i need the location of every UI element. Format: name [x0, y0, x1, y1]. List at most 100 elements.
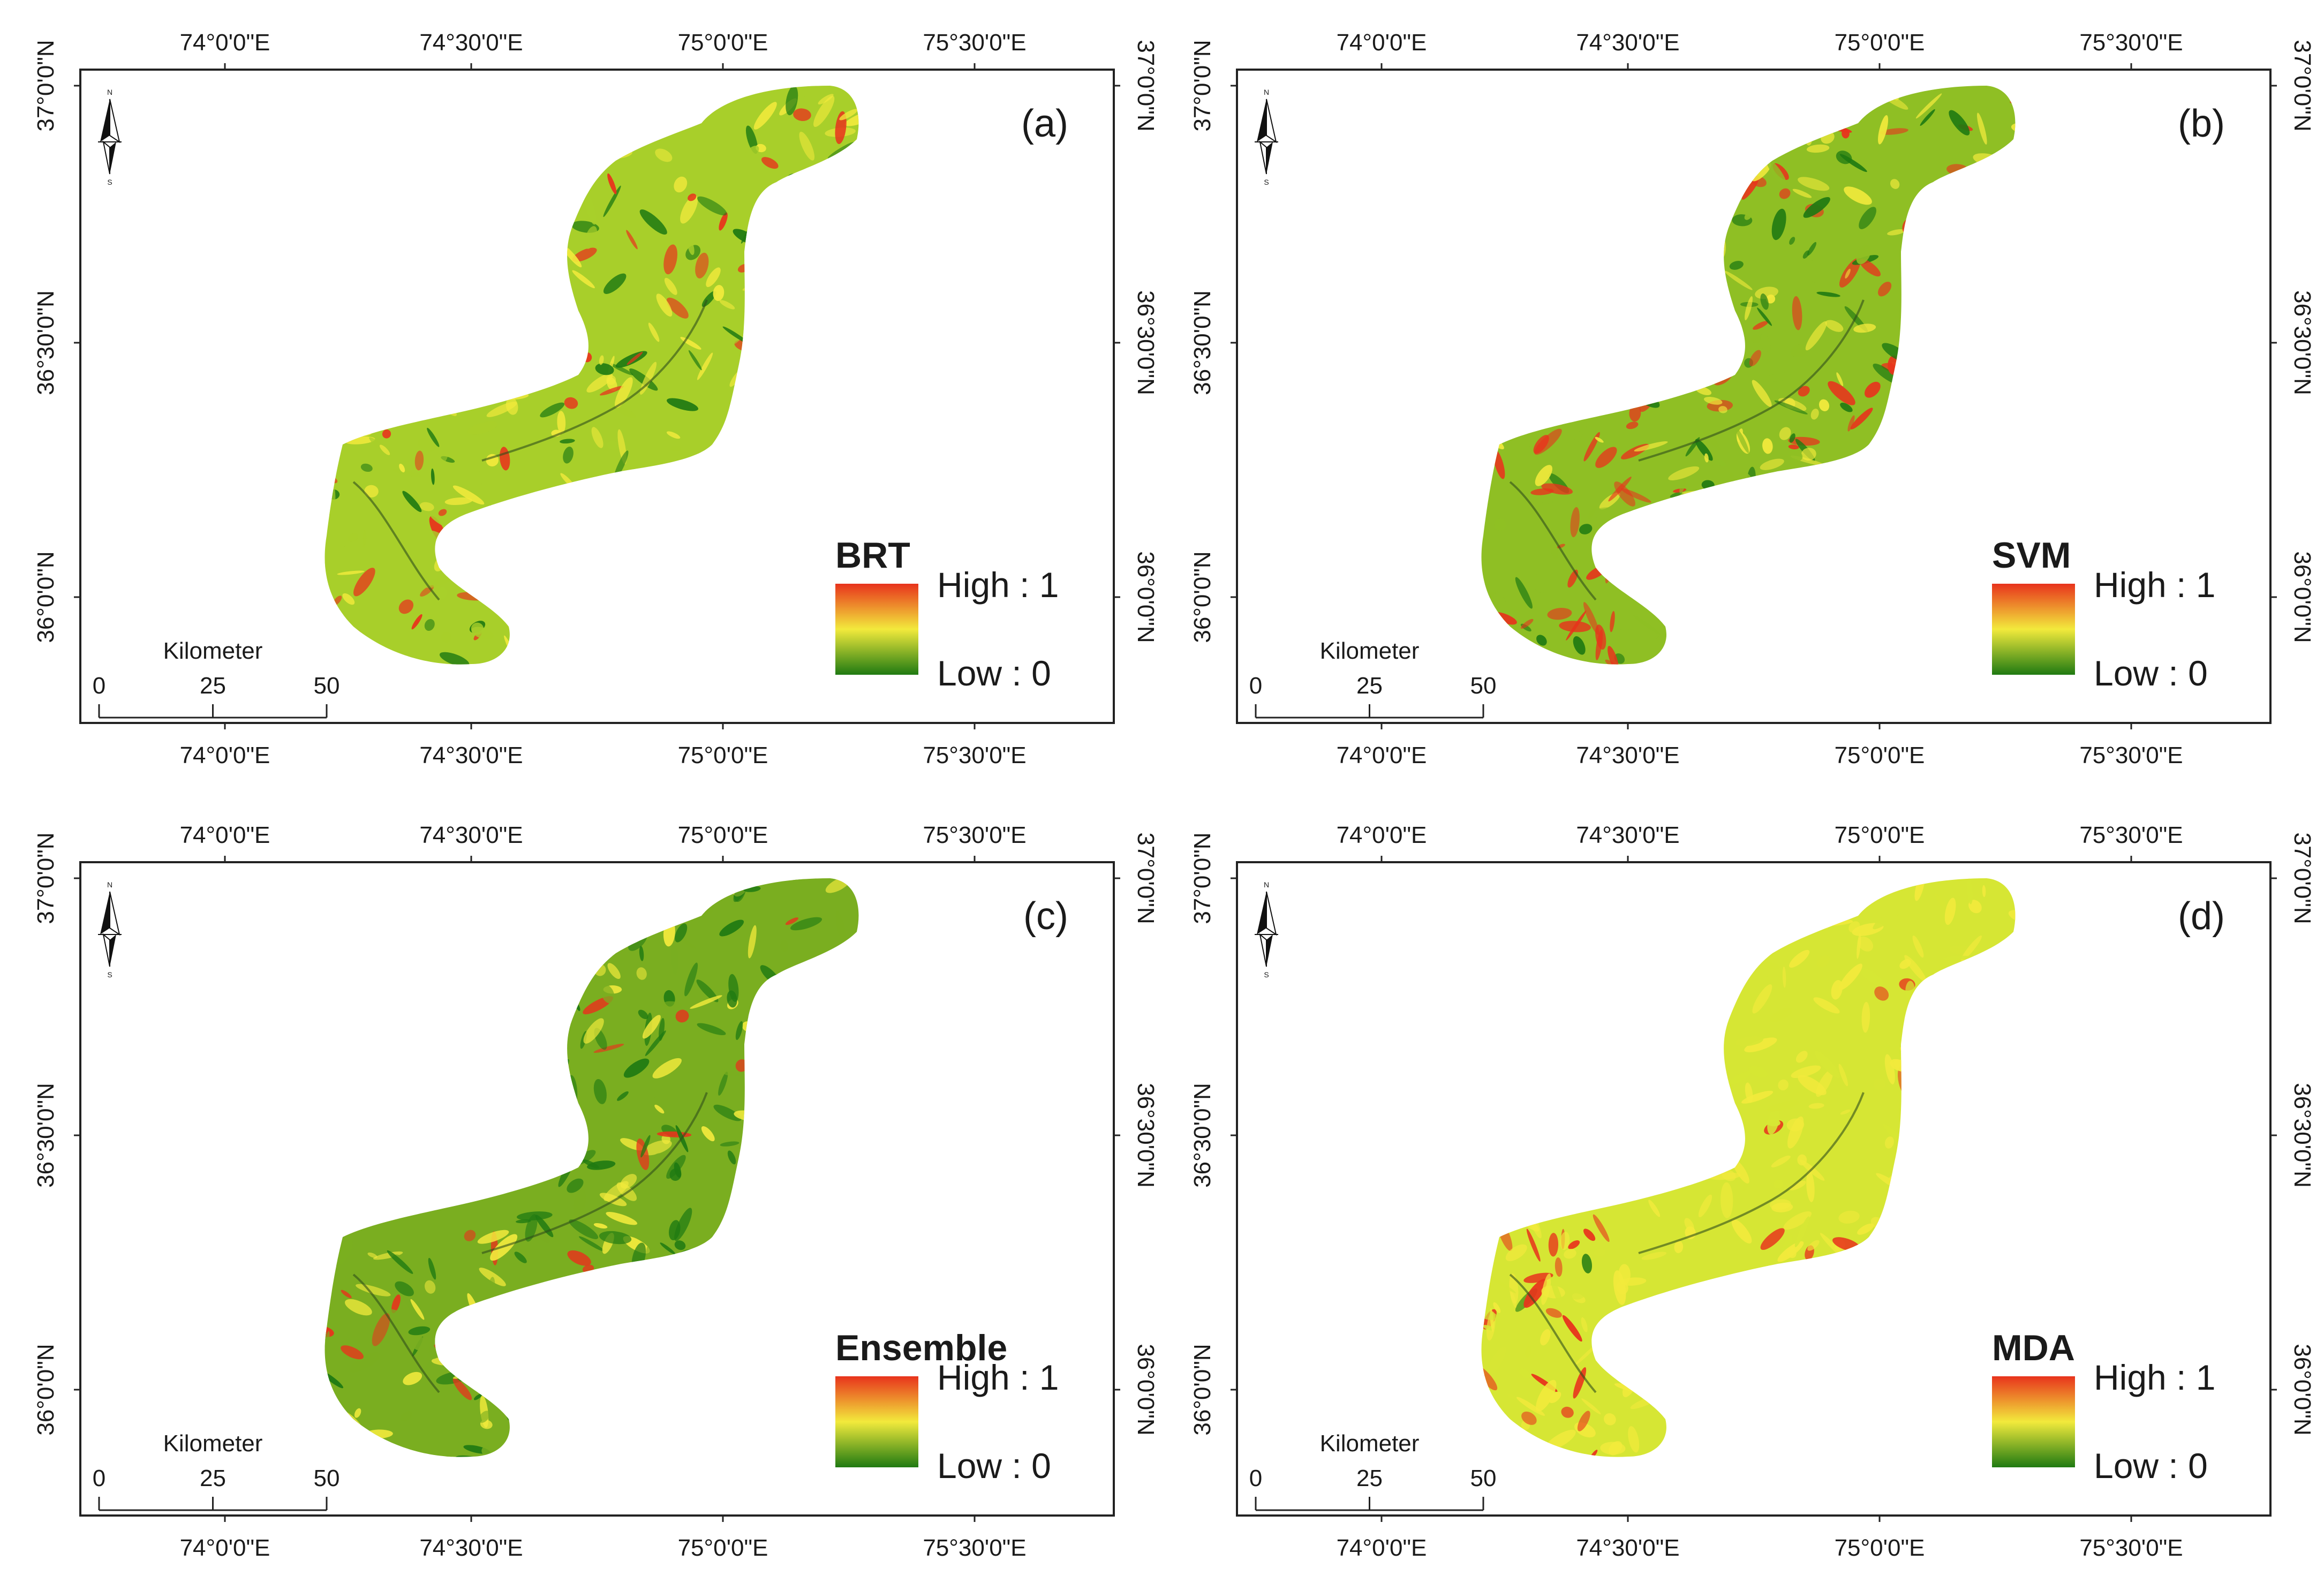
scale-bar: 0 25 50 Kilometer	[93, 1430, 340, 1511]
scale-bar-title: Kilometer	[1320, 638, 1420, 664]
legend-low-label: Low : 0	[2094, 653, 2208, 693]
lon-tick-top-label: 75°0'0"E	[1835, 822, 1925, 848]
lat-tick-right-label: 36°0'0"N	[2289, 1344, 2313, 1435]
lon-tick-top-label: 74°0'0"E	[180, 29, 270, 56]
scale-bar: 0 25 50 Kilometer	[93, 638, 340, 719]
compass-north-label: N	[107, 880, 112, 889]
compass-south-label: S	[1264, 178, 1269, 186]
scale-bar-tick-label: 25	[200, 673, 226, 699]
lon-tick-top-label: 74°30'0"E	[419, 29, 523, 56]
map-svg: 74°0'0"E 74°0'0"E 74°30'0"E 74°30'0"E 75°0'0…	[1189, 822, 2313, 1561]
legend-low-label: Low : 0	[2094, 1446, 2208, 1486]
lat-tick-left-label: 36°30'0"N	[1189, 290, 1216, 395]
lat-tick-left-label: 36°0'0"N	[1189, 551, 1216, 643]
legend-high-label: High : 1	[2094, 1358, 2215, 1397]
lat-tick-right-label: 37°0'0"N	[2289, 832, 2313, 924]
lat-tick-left-label: 36°30'0"N	[1189, 1083, 1216, 1188]
lon-tick-bottom-label: 74°30'0"E	[1576, 1535, 1679, 1561]
legend-color-ramp	[1992, 1376, 2075, 1467]
lon-tick-top-label: 75°0'0"E	[1835, 29, 1925, 56]
legend-model-title: SVM	[1992, 535, 2071, 576]
legend-low-label: Low : 0	[937, 653, 1051, 693]
lon-tick-bottom-label: 75°30'0"E	[923, 742, 1026, 768]
lon-tick-bottom-label: 74°30'0"E	[419, 1535, 523, 1561]
lat-tick-right-label: 37°0'0"N	[1133, 832, 1157, 924]
lon-tick-bottom-label: 74°0'0"E	[180, 1535, 270, 1561]
lat-tick-left-label: 36°0'0"N	[1189, 1344, 1216, 1435]
scale-bar-tick-label: 50	[1470, 1465, 1497, 1491]
lon-tick-top-label: 75°30'0"E	[2079, 29, 2183, 56]
legend-high-label: High : 1	[937, 565, 1059, 605]
lon-tick-bottom-label: 75°0'0"E	[1835, 1535, 1925, 1561]
lat-tick-right-label: 37°0'0"N	[1133, 40, 1157, 131]
north-arrow-icon: NS	[98, 880, 122, 979]
scale-bar-tick-label: 50	[314, 1465, 340, 1491]
legend-color-ramp	[835, 584, 918, 675]
compass-north-label: N	[1264, 88, 1269, 96]
scale-bar-tick-label: 25	[200, 1465, 226, 1491]
lon-tick-top-label: 75°30'0"E	[923, 29, 1026, 56]
panel-label: (d)	[2178, 895, 2225, 938]
lat-tick-right-label: 36°30'0"N	[1133, 1083, 1157, 1188]
scale-bar-tick-label: 50	[314, 673, 340, 699]
lat-tick-left-label: 37°0'0"N	[33, 832, 59, 924]
lon-tick-top-label: 74°0'0"E	[1337, 822, 1427, 848]
scale-bar-title: Kilometer	[163, 638, 263, 664]
lon-tick-top-label: 75°30'0"E	[2079, 822, 2183, 848]
map-svg: 74°0'0"E 74°0'0"E 74°30'0"E 74°30'0"E 75°0'0…	[33, 29, 1157, 768]
lon-tick-bottom-label: 75°0'0"E	[678, 1535, 768, 1561]
map-panel-a: 74°0'0"E 74°0'0"E 74°30'0"E 74°30'0"E 75°0'0…	[0, 0, 1157, 782]
lon-tick-bottom-label: 75°30'0"E	[2079, 742, 2183, 768]
lon-tick-top-label: 75°0'0"E	[678, 822, 768, 848]
scale-bar-tick-label: 0	[1249, 673, 1262, 699]
scale-bar-title: Kilometer	[1320, 1430, 1420, 1457]
lat-tick-right-label: 36°0'0"N	[2289, 551, 2313, 643]
lat-tick-left-label: 36°0'0"N	[33, 551, 59, 643]
legend-model-title: MDA	[1992, 1328, 2075, 1368]
scale-bar-tick-label: 25	[1356, 1465, 1383, 1491]
legend-color-ramp	[1992, 584, 2075, 675]
map-svg: 74°0'0"E 74°0'0"E 74°30'0"E 74°30'0"E 75°0'0…	[33, 822, 1157, 1561]
scale-bar-title: Kilometer	[163, 1430, 263, 1457]
scale-bar-tick-label: 50	[1470, 673, 1497, 699]
lon-tick-bottom-label: 74°30'0"E	[419, 742, 523, 768]
lon-tick-top-label: 75°30'0"E	[923, 822, 1026, 848]
lat-tick-left-label: 36°30'0"N	[33, 290, 59, 395]
lat-tick-left-label: 36°30'0"N	[33, 1083, 59, 1188]
scale-bar-tick-label: 0	[1249, 1465, 1262, 1491]
compass-south-label: S	[1264, 970, 1269, 979]
compass-south-label: S	[107, 970, 112, 979]
legend-color-ramp	[835, 1376, 918, 1467]
lat-tick-right-label: 36°0'0"N	[1133, 1344, 1157, 1435]
lon-tick-bottom-label: 74°0'0"E	[1337, 1535, 1427, 1561]
lat-tick-right-label: 36°30'0"N	[2289, 290, 2313, 395]
scale-bar-tick-label: 25	[1356, 673, 1383, 699]
lat-tick-right-label: 37°0'0"N	[2289, 40, 2313, 131]
lon-tick-top-label: 74°30'0"E	[1576, 822, 1679, 848]
compass-north-label: N	[1264, 880, 1269, 889]
north-arrow-icon: NS	[98, 88, 122, 186]
scale-bar-tick-label: 0	[93, 673, 105, 699]
lat-tick-left-label: 37°0'0"N	[1189, 832, 1216, 924]
lat-tick-left-label: 36°0'0"N	[33, 1344, 59, 1435]
map-panel-b: 74°0'0"E 74°0'0"E 74°30'0"E 74°30'0"E 75°0'0…	[1157, 0, 2313, 782]
lon-tick-bottom-label: 75°0'0"E	[678, 742, 768, 768]
lon-tick-bottom-label: 75°30'0"E	[2079, 1535, 2183, 1561]
legend-model-title: Ensemble	[835, 1328, 1007, 1368]
compass-north-label: N	[107, 88, 112, 96]
scale-bar: 0 25 50 Kilometer	[1249, 638, 1497, 719]
legend-high-label: High : 1	[2094, 565, 2215, 605]
lat-tick-left-label: 37°0'0"N	[1189, 40, 1216, 131]
lat-tick-right-label: 36°0'0"N	[1133, 551, 1157, 643]
lat-tick-right-label: 36°30'0"N	[2289, 1083, 2313, 1188]
panel-label: (b)	[2178, 102, 2225, 145]
scale-bar-tick-label: 0	[93, 1465, 105, 1491]
map-panel-c: 74°0'0"E 74°0'0"E 74°30'0"E 74°30'0"E 75°0'0…	[0, 793, 1157, 1574]
scale-bar: 0 25 50 Kilometer	[1249, 1430, 1497, 1511]
lat-tick-left-label: 37°0'0"N	[33, 40, 59, 131]
lon-tick-bottom-label: 74°0'0"E	[180, 742, 270, 768]
lon-tick-bottom-label: 75°30'0"E	[923, 1535, 1026, 1561]
lon-tick-bottom-label: 74°30'0"E	[1576, 742, 1679, 768]
compass-south-label: S	[107, 178, 112, 186]
lon-tick-top-label: 75°0'0"E	[678, 29, 768, 56]
